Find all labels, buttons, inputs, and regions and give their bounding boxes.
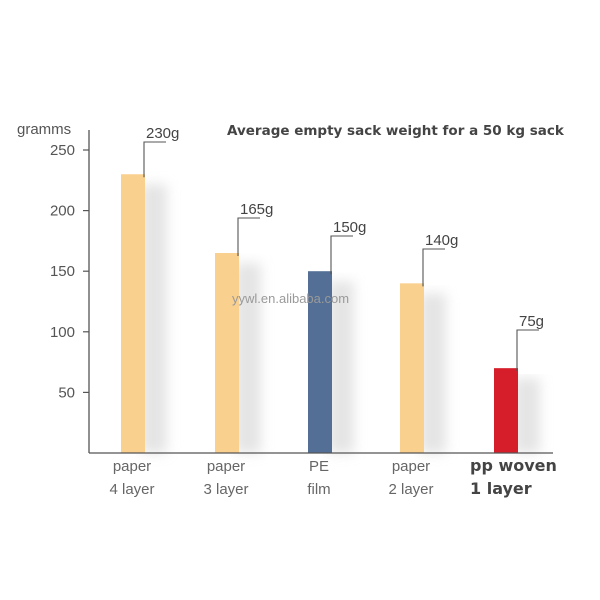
bar-shadow [328,281,354,453]
y-tick-label: 100 [50,324,75,341]
y-tick-label: 150 [50,263,75,280]
category-label: 1 layer [470,479,532,498]
category-label: paper [392,458,430,475]
value-labels: 230g 165g 150g 140g 75g [146,125,544,330]
bar [215,253,239,453]
value-leader-line [237,217,260,257]
bars [121,174,518,454]
bar [121,174,145,454]
y-tick-label: 200 [50,203,75,220]
value-leader-line [143,141,166,178]
value-leader-line [422,248,445,287]
category-label: paper [113,458,151,475]
category-label: paper [207,458,245,475]
category-labels: paper 4 layer paper 3 layer PE film paper 2 lay… [109,456,556,498]
category-label: 4 layer [109,481,154,498]
y-tick-label: 250 [50,142,75,159]
bar-shadow [235,263,261,453]
bar [308,271,332,453]
category-label: pp woven [470,456,557,475]
value-leader-lines [143,141,539,372]
y-tick-label: 50 [58,384,75,401]
value-label: 165g [240,201,273,218]
value-leader-line [330,235,353,275]
bar-shadow [141,184,167,454]
value-leader-line [516,329,539,372]
chart-title: Average empty sack weight for a 50 kg sa… [227,123,565,139]
category-label: film [307,481,330,498]
bar [494,368,518,453]
y-ticks: 50 100 150 200 250 [50,142,89,401]
category-label: 2 layer [388,481,433,498]
watermark: yywl.en.alibaba.com [232,291,349,306]
value-label: 75g [519,313,544,330]
category-label: 3 layer [203,481,248,498]
bar-shadow [514,378,540,453]
value-label: 230g [146,125,179,142]
bar-shadow [420,293,446,453]
axes [88,130,553,454]
value-label: 140g [425,232,458,249]
value-label: 150g [333,219,366,236]
bar-shadows [141,184,540,454]
bar [400,283,424,453]
category-label: PE [309,458,329,475]
y-axis-label: gramms [17,121,71,138]
